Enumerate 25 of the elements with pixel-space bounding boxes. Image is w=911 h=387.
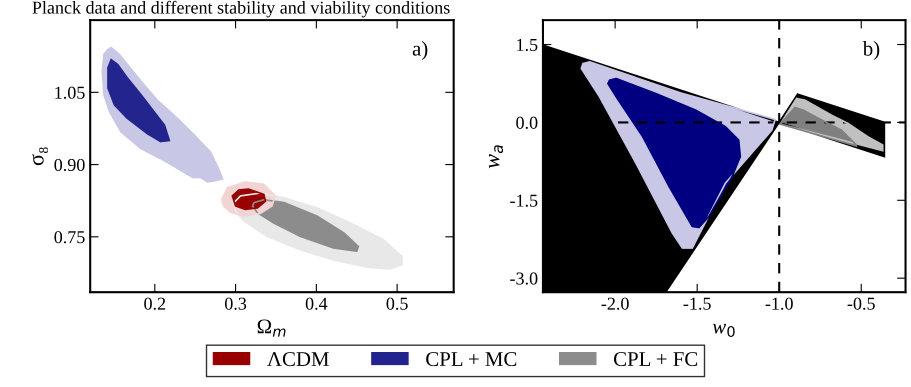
annotation: b) <box>862 41 880 60</box>
y-tick-label: -1.5 <box>510 194 538 207</box>
y-tick-label: 1.5 <box>517 38 538 52</box>
x-tick-label: -1.5 <box>684 298 711 310</box>
legend-label: CPL + MC <box>426 352 516 366</box>
legend-label: CPL + FC <box>614 352 698 366</box>
y-tick-label: 0.90 <box>54 158 85 172</box>
x-axis-title: Ω$_{m}$ <box>258 319 286 337</box>
y-tick-label: 0.0 <box>516 116 538 129</box>
x-tick-label: 0.2 <box>144 298 166 310</box>
chart-title: Planck data and different stability and viability conditions <box>32 0 450 18</box>
y-axis-title: w$_{a}$ <box>489 145 504 168</box>
x-axis-title: w$_{0}$ <box>712 324 735 338</box>
x-tick-label: 0.4 <box>306 298 328 310</box>
y-tick-label: 1.05 <box>55 86 85 99</box>
annotation: a) <box>412 41 428 60</box>
y-axis-title: σ₈ <box>32 147 48 166</box>
y-tick-label: 0.75 <box>54 231 85 244</box>
x-tick-label: 0.3 <box>224 298 246 310</box>
x-tick-label: -2.0 <box>602 298 629 310</box>
legend-label: ΛCDM <box>267 352 329 366</box>
x-tick-label: -0.5 <box>848 298 875 310</box>
x-tick-label: -1.0 <box>766 298 793 310</box>
x-tick-label: 0.5 <box>386 298 408 310</box>
y-tick-label: -3.0 <box>510 272 538 285</box>
